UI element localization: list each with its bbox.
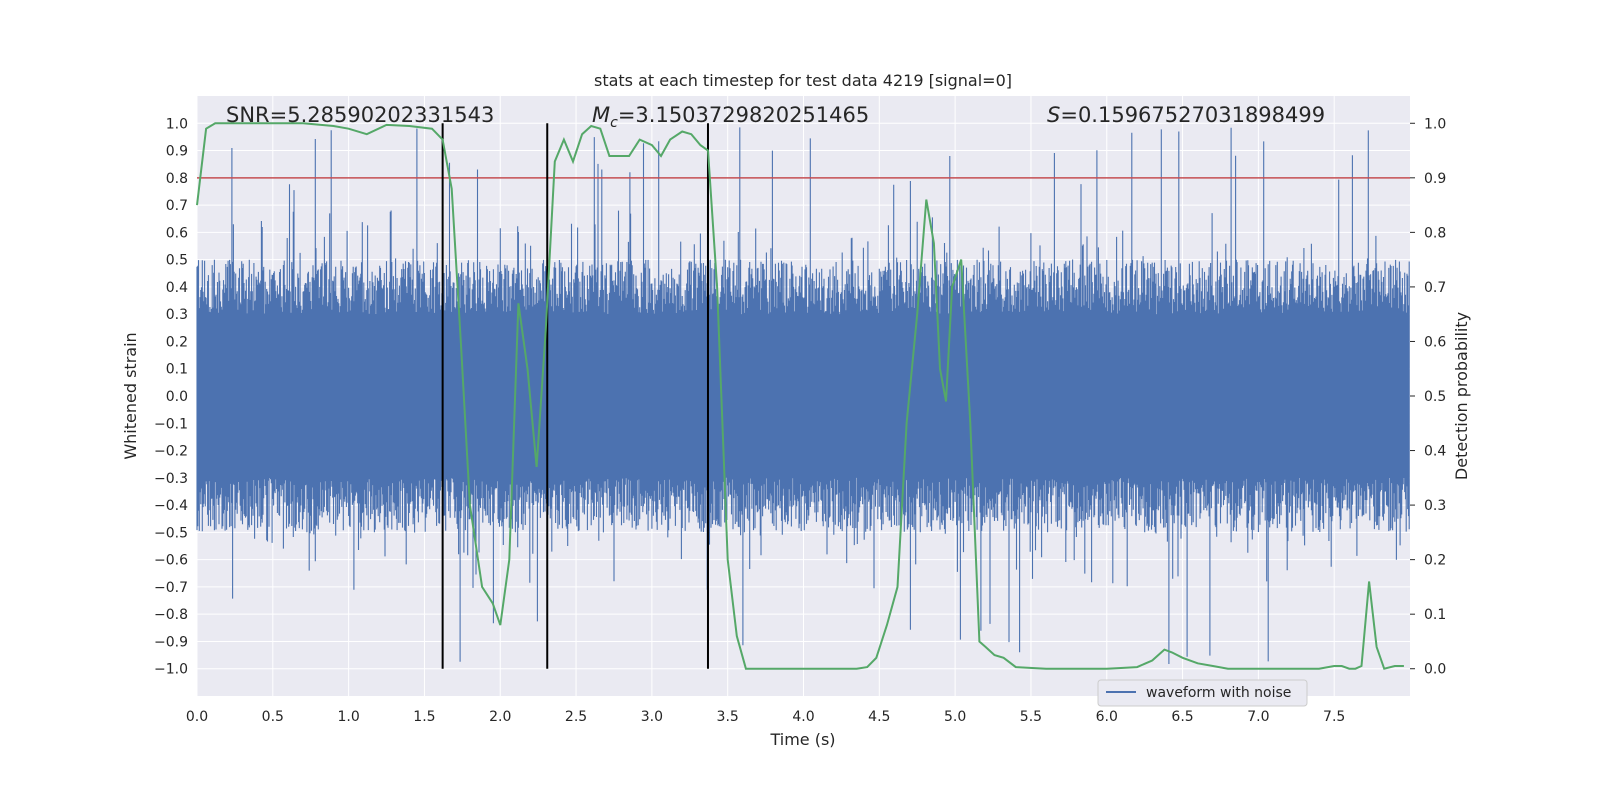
- x-tick-labels: 0.0 0.5 1.0 1.5 2.0 2.5 3.0 3.5 4.0 4.5 5.0 5.5 6.0 6…: [186, 709, 1345, 725]
- y2-tick-label: 0.3: [1424, 498, 1446, 514]
- x-tick-label: 2.0: [489, 709, 511, 725]
- y2-tick-label: 0.2: [1424, 553, 1446, 569]
- chirp-mass-value: =3.1503729820251465: [618, 103, 869, 127]
- y-tick-label: 1.0: [166, 116, 188, 132]
- y2-tick-label: 1.0: [1424, 116, 1446, 132]
- y2-tick-labels: 0.0 0.1 0.2 0.3 0.4 0.5 0.6 0.7 0.8 0.9 1.0: [1410, 116, 1446, 678]
- y-tick-label: −1.0: [154, 662, 188, 678]
- y2-tick-label: 0.7: [1424, 280, 1446, 296]
- waveform-path: [196, 127, 1410, 664]
- y-tick-label: −0.8: [154, 607, 188, 623]
- y2-tick-label: 0.4: [1424, 444, 1446, 460]
- chirp-mass-subscript: c: [610, 115, 618, 131]
- x-tick-label: 4.5: [868, 709, 890, 725]
- y-tick-label: 0.2: [166, 334, 188, 350]
- y-tick-label: 0.5: [166, 253, 188, 269]
- chirp-mass-annotation: Mc=3.1503729820251465: [592, 103, 869, 131]
- waveform-series: [196, 127, 1410, 664]
- y2-tick-label: 0.1: [1424, 607, 1446, 623]
- x-tick-label: 5.5: [1020, 709, 1042, 725]
- x-tick-label: 0.5: [262, 709, 284, 725]
- chirp-mass-symbol: M: [592, 103, 610, 127]
- y-tick-label: −0.5: [154, 525, 188, 541]
- legend: waveform with noise: [1097, 679, 1308, 707]
- legend-box: [1097, 679, 1308, 707]
- y2-tick-label: 0.6: [1424, 334, 1446, 350]
- vertical-markers: [441, 123, 709, 669]
- x-tick-label: 5.0: [944, 709, 966, 725]
- y-tick-label: 0.6: [166, 225, 188, 241]
- y-tick-label: 0.7: [166, 198, 188, 214]
- statistic-annotation: S=0.15967527031898499: [1047, 103, 1325, 127]
- y-tick-label: 0.1: [166, 362, 188, 378]
- y-tick-label: −0.7: [154, 580, 188, 596]
- y-tick-label: −0.4: [154, 498, 188, 514]
- snr-annotation: SNR=5.28590202331543: [226, 103, 494, 127]
- y-tick-label: 0.8: [166, 171, 188, 187]
- x-tick-label: 7.0: [1247, 709, 1269, 725]
- x-tick-label: 2.5: [565, 709, 587, 725]
- y-tick-label: −0.6: [154, 553, 188, 569]
- x-tick-label: 0.0: [186, 709, 208, 725]
- x-tick-label: 6.5: [1171, 709, 1193, 725]
- x-tick-label: 7.5: [1323, 709, 1345, 725]
- x-tick-label: 1.5: [413, 709, 435, 725]
- x-tick-label: 4.0: [792, 709, 814, 725]
- legend-label: waveform with noise: [1146, 685, 1291, 701]
- y-tick-label: 0.3: [166, 307, 188, 323]
- y2-tick-label: 0.9: [1424, 171, 1446, 187]
- y-tick-label: −0.9: [154, 634, 188, 650]
- probability-series-line: [196, 122, 1404, 670]
- y-tick-label: −0.3: [154, 471, 188, 487]
- y2-axis-label: Detection probability: [1452, 312, 1471, 480]
- y-tick-label: −0.1: [154, 416, 188, 432]
- y-tick-labels: −1.0 −0.9 −0.8 −0.7 −0.6 −0.5 −0.4 −0.3 −0.2 −0.1…: [154, 116, 188, 677]
- x-tick-label: 1.0: [337, 709, 359, 725]
- y-tick-label: −0.2: [154, 444, 188, 460]
- y2-tick-label: 0.8: [1424, 225, 1446, 241]
- x-tick-label: 3.5: [717, 709, 739, 725]
- y-axis-label: Whitened strain: [121, 332, 140, 459]
- y-tick-label: 0.0: [166, 389, 188, 405]
- y2-tick-label: 0.0: [1424, 662, 1446, 678]
- y-tick-label: 0.9: [166, 144, 188, 160]
- y-tick-label: 0.4: [166, 280, 188, 296]
- x-tick-label: 6.0: [1096, 709, 1118, 725]
- statistic-symbol: S: [1047, 103, 1060, 127]
- y2-tick-label: 0.5: [1424, 389, 1446, 405]
- chart-title: stats at each timestep for test data 421…: [594, 71, 1012, 90]
- x-axis-label: Time (s): [769, 730, 835, 749]
- x-tick-label: 3.0: [641, 709, 663, 725]
- statistic-value: =0.15967527031898499: [1060, 103, 1325, 127]
